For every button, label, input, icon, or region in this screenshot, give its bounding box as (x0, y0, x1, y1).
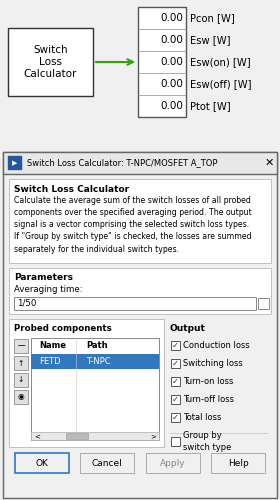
Text: Switch Loss Calculator: T-NPC/MOSFET A_TOP: Switch Loss Calculator: T-NPC/MOSFET A_T… (27, 158, 218, 168)
Text: Cancel: Cancel (92, 458, 123, 468)
Text: Total loss: Total loss (183, 413, 221, 422)
Bar (171, 377, 180, 386)
Bar (14, 339, 28, 353)
Bar (171, 437, 180, 446)
Text: ↑: ↑ (18, 358, 24, 368)
Bar (171, 341, 180, 350)
Text: ✕: ✕ (264, 158, 274, 168)
Text: —: — (17, 342, 25, 350)
Bar (8, 156, 22, 170)
Bar (31, 354, 159, 369)
Bar (3, 152, 277, 498)
Text: Calculate the average sum of the switch losses of all probed
components over the: Calculate the average sum of the switch … (14, 196, 252, 254)
Bar (9, 179, 271, 263)
Bar (211, 453, 265, 473)
Text: ↓: ↓ (18, 376, 24, 384)
Text: Probed components: Probed components (14, 324, 112, 333)
Bar (9, 268, 271, 314)
Bar (8, 28, 93, 96)
Text: Parameters: Parameters (14, 273, 73, 282)
Bar (3, 152, 277, 174)
Text: Esw(off) [W]: Esw(off) [W] (190, 79, 251, 89)
Text: Switching loss: Switching loss (183, 359, 243, 368)
Text: <: < (34, 433, 40, 439)
Bar (146, 453, 200, 473)
Text: Ptot [W]: Ptot [W] (190, 101, 231, 111)
Text: OK: OK (35, 458, 48, 468)
Bar (14, 297, 256, 310)
Text: 1/50: 1/50 (17, 299, 36, 308)
Bar (31, 432, 159, 440)
Text: ◉: ◉ (18, 392, 24, 402)
Bar (171, 413, 180, 422)
Bar (15, 453, 69, 473)
Text: ✓: ✓ (172, 377, 179, 386)
Text: Output: Output (170, 324, 206, 333)
Text: Averaging time:: Averaging time: (14, 285, 83, 294)
Text: Turn-off loss: Turn-off loss (183, 395, 234, 404)
Bar (80, 453, 134, 473)
Text: 0.00: 0.00 (160, 101, 183, 111)
Text: ✓: ✓ (172, 413, 179, 422)
Bar (14, 373, 28, 387)
Text: 0.00: 0.00 (160, 35, 183, 45)
Bar (31, 338, 159, 440)
Text: FETD: FETD (39, 357, 61, 366)
Text: ▶: ▶ (12, 160, 18, 166)
Text: T-NPC: T-NPC (86, 357, 111, 366)
Text: >: > (150, 433, 156, 439)
Bar (171, 359, 180, 368)
Text: Pcon [W]: Pcon [W] (190, 13, 235, 23)
Text: Turn-on loss: Turn-on loss (183, 377, 233, 386)
Text: Apply: Apply (160, 458, 186, 468)
Text: ✓: ✓ (172, 359, 179, 368)
Text: Switch Loss Calculator: Switch Loss Calculator (14, 185, 129, 194)
Text: Esw(on) [W]: Esw(on) [W] (190, 57, 251, 67)
Text: Switch
Loss
Calculator: Switch Loss Calculator (24, 46, 77, 78)
Text: Help: Help (228, 458, 249, 468)
Bar (258, 298, 269, 309)
Text: Esw [W]: Esw [W] (190, 35, 230, 45)
Bar (14, 390, 28, 404)
Text: 0.00: 0.00 (160, 57, 183, 67)
Text: Path: Path (86, 342, 108, 350)
Text: ✓: ✓ (172, 341, 179, 350)
Text: ✓: ✓ (172, 395, 179, 404)
Text: 0.00: 0.00 (160, 13, 183, 23)
Bar (171, 395, 180, 404)
Text: Group by
switch type: Group by switch type (183, 431, 231, 452)
Bar (138, 7, 186, 117)
Bar (9, 319, 164, 447)
Bar (66, 433, 88, 439)
Text: Conduction loss: Conduction loss (183, 341, 250, 350)
Text: 0.00: 0.00 (160, 79, 183, 89)
Text: Name: Name (39, 342, 66, 350)
Bar (14, 356, 28, 370)
